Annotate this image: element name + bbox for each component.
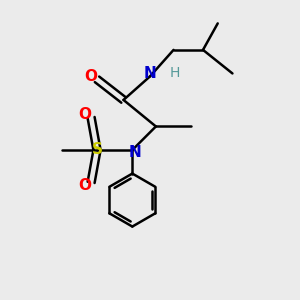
Text: N: N [144,66,156,81]
Text: S: S [92,142,103,158]
Text: O: O [85,69,98,84]
Text: O: O [79,178,92,193]
Text: H: H [170,66,180,80]
Text: N: N [129,146,142,160]
Text: O: O [79,107,92,122]
